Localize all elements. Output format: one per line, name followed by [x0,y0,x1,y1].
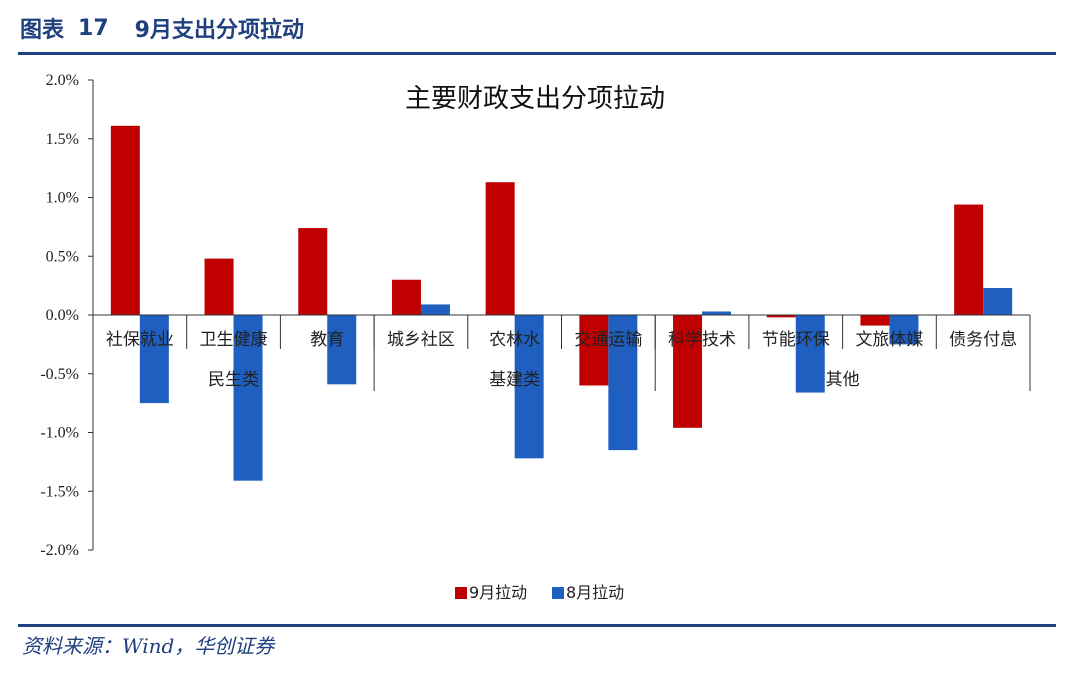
y-tick-label: -0.5% [40,366,79,383]
source-note: 资料来源：Wind，华创证券 [22,634,275,658]
y-tick-label: 0.5% [46,248,79,265]
bar-sep-4 [485,182,515,315]
category-label: 农林水 [489,330,540,350]
category-label: 节能环保 [762,330,830,350]
bar-aug-5 [608,315,638,451]
bar-sep-9 [954,204,984,315]
y-tick-label: -2.0% [40,542,79,559]
legend-label: 9月拉动 [469,583,527,602]
figure-header: 图表 17 9月支出分项拉动 [20,10,304,46]
bar-sep-5 [579,315,609,386]
category-label: 科学技术 [668,330,736,350]
y-tick-label: 0.0% [46,307,79,324]
category-label: 教育 [310,330,344,350]
bar-sep-8 [860,315,890,326]
header-rule [18,52,1056,55]
chart-title: 主要财政支出分项拉动 [405,84,665,114]
figure-label: 图表 [20,18,65,43]
figure-title: 9月支出分项拉动 [134,18,304,43]
group-label: 民生类 [208,370,259,390]
bar-aug-0 [139,315,169,404]
y-tick-label: 1.0% [46,190,79,207]
bar-sep-2 [298,228,328,315]
bar-aug-6 [702,311,732,315]
legend-swatch-sep [455,587,467,599]
bar-aug-9 [983,287,1013,315]
bar-sep-3 [391,279,421,315]
category-label: 文旅体媒 [855,330,923,350]
category-label: 卫生健康 [200,330,268,350]
category-label: 城乡社区 [387,330,455,350]
bar-aug-3 [420,304,450,315]
bar-aug-4 [514,315,544,459]
category-label: 债务付息 [949,330,1017,350]
y-tick-label: 1.5% [46,131,79,148]
bar-chart: 主要财政支出分项拉动 2.0% 1.5% 1.0% 0.5% 0.0% -0.5% -1.0%… [40,72,1031,602]
bar-sep-0 [110,125,140,315]
bar-aug-1 [233,315,263,481]
y-tick-label: -1.0% [40,425,79,442]
bar-aug-7 [795,315,825,393]
group-label: 其他 [826,370,860,390]
category-label: 交通运输 [574,330,642,350]
bar-aug-2 [327,315,357,385]
bar-sep-1 [204,258,234,315]
footer-rule [18,624,1056,627]
group-label: 基建类 [489,370,540,390]
category-label: 社保就业 [106,330,174,350]
bar-aug-8 [889,315,919,345]
legend-label: 8月拉动 [566,583,624,602]
bar-sep-6 [673,315,703,428]
bar-sep-7 [766,315,796,318]
legend-swatch-aug [552,587,564,599]
y-tick-label: 2.0% [46,72,79,89]
figure-number: 17 [78,15,109,41]
y-tick-label: -1.5% [40,483,79,500]
